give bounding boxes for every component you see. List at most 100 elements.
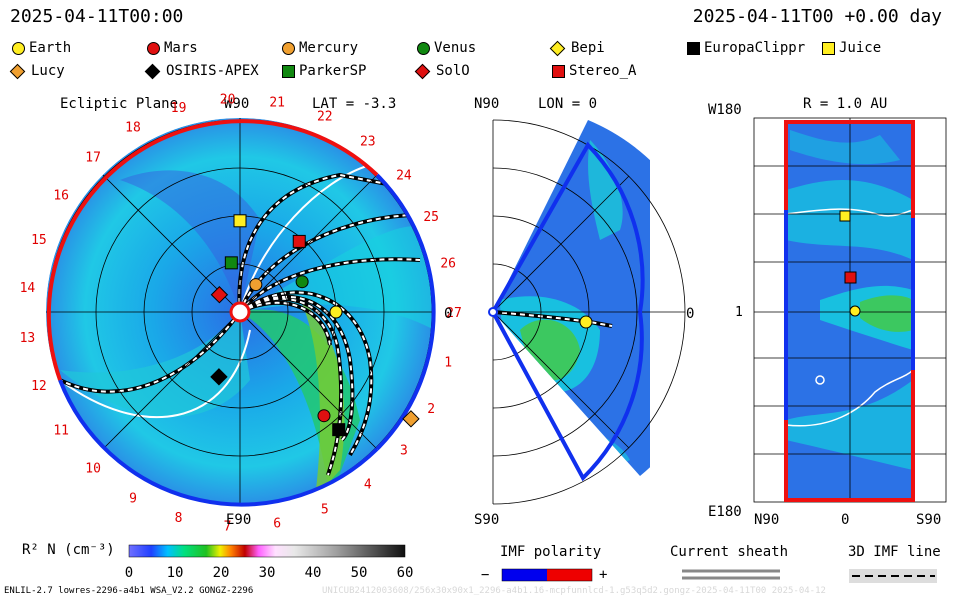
colorbar-label: R² N (cm⁻³) bbox=[22, 542, 115, 558]
carrington-label: 13 bbox=[20, 331, 36, 346]
legend-item-parkersp: ParkerSP bbox=[282, 63, 366, 79]
body-marker-solo bbox=[210, 286, 229, 304]
legend-label: Bepi bbox=[571, 40, 605, 56]
legend-label: ParkerSP bbox=[299, 63, 367, 79]
colorbar-tick: 60 bbox=[397, 565, 414, 581]
square-marker-icon bbox=[687, 41, 700, 55]
carrington-label: 26 bbox=[440, 257, 456, 272]
carrington-label: 9 bbox=[129, 491, 137, 506]
legend-item-mercury: Mercury bbox=[282, 40, 358, 56]
legend-label: Stereo_A bbox=[569, 63, 637, 79]
sphere-title: R = 1.0 AU bbox=[803, 96, 888, 112]
carrington-label: 15 bbox=[31, 233, 47, 248]
legend-item-osiris-apex: OSIRIS-APEX bbox=[144, 63, 259, 79]
legend-item-stereo_a: Stereo_A bbox=[552, 63, 636, 79]
carrington-label: 14 bbox=[20, 281, 36, 296]
legend-item-bepi: Bepi bbox=[549, 40, 605, 56]
meridional-right-label: 0 bbox=[686, 306, 694, 322]
carrington-label: 23 bbox=[360, 134, 376, 149]
carrington-label: 24 bbox=[396, 168, 412, 183]
legend-label: Juice bbox=[839, 40, 882, 56]
carrington-label: 19 bbox=[171, 101, 187, 116]
sphere-map: 1 E180 N90 0 S90 bbox=[708, 117, 947, 528]
carrington-label: 6 bbox=[273, 517, 281, 532]
circle-marker-icon bbox=[12, 41, 25, 55]
faded-footer: UNICUB2412003608/256x30x90x1_2296-a4b1.1… bbox=[322, 586, 826, 596]
body-marker-parkersp bbox=[224, 256, 238, 270]
colorbar-tick: 30 bbox=[259, 565, 276, 581]
legend-label: Mercury bbox=[299, 40, 359, 56]
timestamp-right: 2025-04-11T00 +0.00 day bbox=[692, 6, 942, 27]
carrington-label: 7 bbox=[224, 520, 232, 535]
ecliptic-right-label: 0 bbox=[444, 306, 452, 322]
legend-label: Earth bbox=[29, 40, 72, 56]
circle-marker-icon bbox=[282, 41, 295, 55]
carrington-label: 20 bbox=[220, 92, 236, 107]
legend-item-earth: Earth bbox=[12, 40, 71, 56]
colorbar-tick: 20 bbox=[213, 565, 230, 581]
legend-item-solo: SolO bbox=[414, 63, 470, 79]
carrington-label: 17 bbox=[85, 150, 101, 165]
legend-label: OSIRIS-APEX bbox=[166, 63, 259, 79]
carrington-label: 4 bbox=[364, 478, 372, 493]
ecliptic-bottom-label: E90 bbox=[226, 512, 251, 528]
meridional-top-label: N90 bbox=[474, 96, 500, 112]
colorbar-tick: 40 bbox=[305, 565, 322, 581]
carrington-label: 1 bbox=[444, 355, 452, 370]
imf-minus: − bbox=[481, 567, 490, 583]
meridional-plane: 0 S90 bbox=[474, 119, 694, 528]
meridional-lon-label: LON = 0 bbox=[538, 96, 598, 112]
carrington-label: 12 bbox=[31, 379, 47, 394]
carrington-label: 11 bbox=[53, 424, 69, 439]
imf-positive-swatch bbox=[547, 569, 592, 581]
carrington-label: 2 bbox=[427, 402, 435, 417]
ecliptic-title: Ecliptic Plane bbox=[60, 96, 179, 112]
legend-item-mars: Mars bbox=[147, 40, 198, 56]
carrington-label: 10 bbox=[85, 462, 101, 477]
carrington-label: 5 bbox=[321, 503, 329, 518]
sphere-top-left: W180 bbox=[708, 102, 742, 118]
body-marker-osiris-apex bbox=[210, 368, 228, 386]
ecliptic-body-markers bbox=[210, 214, 420, 437]
carrington-label: 3 bbox=[400, 444, 408, 459]
sun-marker bbox=[229, 301, 251, 323]
body-marker-juice bbox=[233, 214, 247, 228]
imf3d-title: 3D IMF line bbox=[848, 544, 941, 560]
colorbar-ticks: 0 10 20 30 40 50 60 bbox=[125, 565, 414, 581]
legend-item-venus: Venus bbox=[417, 40, 476, 56]
legend-label: Venus bbox=[434, 40, 477, 56]
carrington-label: 18 bbox=[125, 121, 141, 136]
imf-title: IMF polarity bbox=[500, 544, 602, 560]
sphere-bottom-left: E180 bbox=[708, 504, 742, 520]
carrington-label: 25 bbox=[423, 210, 439, 225]
legend-label: SolO bbox=[436, 63, 470, 79]
carrington-label: 16 bbox=[53, 188, 69, 203]
sphere-bottom-0: 0 bbox=[841, 512, 849, 528]
sphere-mid-left: 1 bbox=[735, 305, 743, 320]
circle-marker-icon bbox=[417, 41, 430, 55]
body-marker-lucy bbox=[402, 410, 420, 428]
sphere-bottom-n90: N90 bbox=[754, 512, 779, 528]
legend-item-europaclippr: EuropaClippr bbox=[687, 40, 805, 56]
legend-item-lucy: Lucy bbox=[9, 63, 65, 79]
colorbar-tick: 10 bbox=[167, 565, 184, 581]
ecliptic-lat-label: LAT = -3.3 bbox=[312, 96, 397, 112]
sheath-title: Current sheath bbox=[670, 544, 789, 560]
legend-item-juice: Juice bbox=[822, 40, 881, 56]
sphere-bottom-s90: S90 bbox=[916, 512, 941, 528]
carrington-label: 8 bbox=[175, 511, 183, 526]
carrington-label: 22 bbox=[317, 110, 333, 125]
model-footer: ENLIL-2.7 lowres-2296-a4b1 WSA_V2.2 GONG… bbox=[4, 586, 254, 596]
legend-label: Lucy bbox=[31, 63, 65, 79]
colorbar bbox=[128, 544, 406, 558]
imf-plus: + bbox=[599, 567, 608, 583]
square-marker-icon bbox=[552, 64, 565, 78]
body-marker-mars bbox=[317, 409, 331, 423]
body-marker-stereo_a bbox=[292, 234, 306, 248]
body-marker-venus bbox=[295, 275, 309, 289]
imf-negative-swatch bbox=[502, 569, 547, 581]
legend-label: EuropaClippr bbox=[704, 40, 806, 56]
carrington-label: 21 bbox=[269, 95, 285, 110]
